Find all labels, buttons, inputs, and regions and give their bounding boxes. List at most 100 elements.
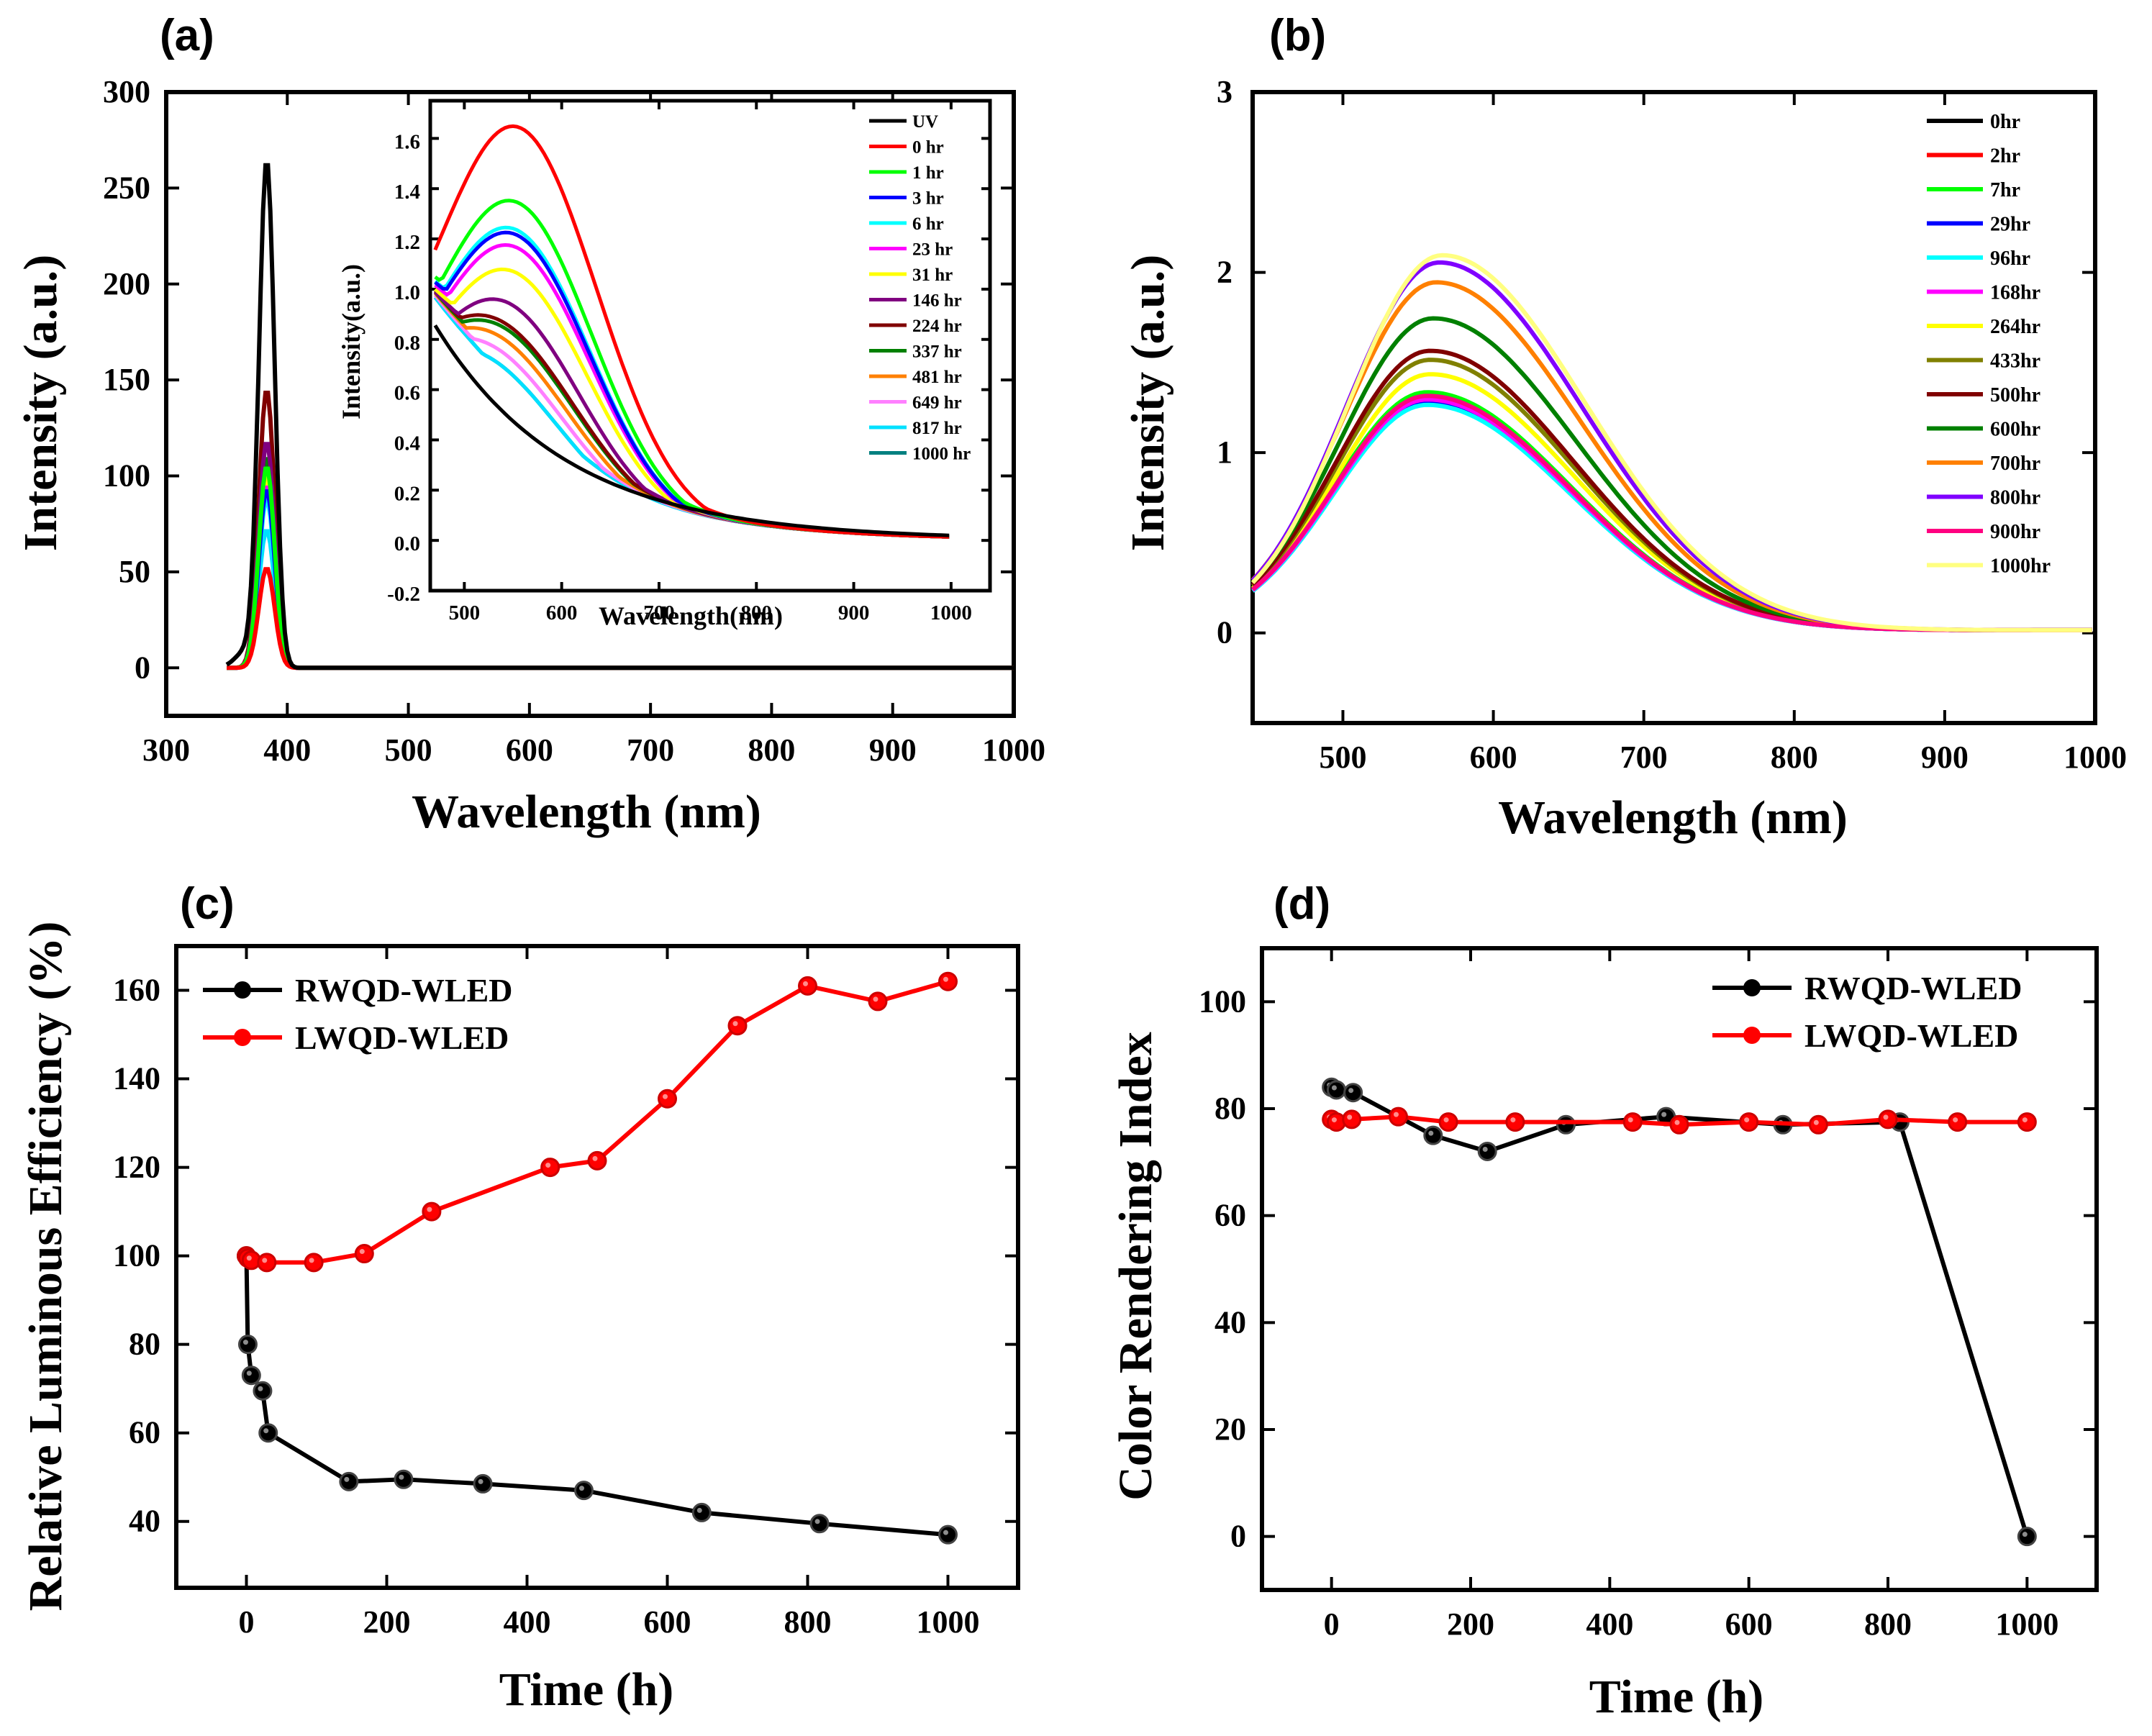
y-axis-title-d: Color Rendering Index (1109, 1032, 1162, 1501)
legend-label: 2hr (1990, 145, 2020, 168)
data-point-highlight (399, 1474, 404, 1480)
inset-tick-labels-a: 500 600 700 800 900 1000 -0.2 0.0 0.2 0.4 0.6 0.8 1.… (387, 130, 972, 624)
panel-b: (b) 500 600 700 800 900 1000 0 1 2 3 0hr 2hr 7hr 29h… (1122, 11, 2127, 844)
y-tick-label: 20 (1215, 1412, 1246, 1447)
data-point-highlight (1661, 1112, 1667, 1117)
data-point-highlight (258, 1386, 263, 1391)
data-point-highlight (246, 1371, 252, 1376)
data-point-LWQD-WLED (1878, 1109, 1898, 1130)
data-point-RWQD-WLED (394, 1469, 414, 1489)
y-tick-label: 150 (103, 362, 150, 397)
inset-legend-label: 1000 hr (912, 445, 971, 464)
data-point-highlight (803, 981, 808, 986)
legend-label: 800hr (1990, 487, 2040, 509)
data-point-RWQD-WLED (237, 1335, 258, 1355)
legend-label: 1000hr (1990, 555, 2051, 578)
data-point-highlight (2022, 1117, 2028, 1123)
inset-legend-label: 23 hr (912, 240, 953, 260)
panel-label-a: (a) (160, 11, 214, 60)
data-point-highlight (242, 1340, 248, 1345)
data-point-highlight (1347, 1114, 1353, 1120)
data-point-highlight (344, 1476, 350, 1482)
y-tick-label: 120 (113, 1150, 160, 1185)
y-tick-label: 0.8 (394, 332, 420, 355)
data-point-highlight (263, 1428, 269, 1434)
legend-label: 700hr (1990, 453, 2040, 475)
data-point-highlight (1813, 1119, 1819, 1125)
data-point-LWQD-WLED (1739, 1112, 1759, 1132)
data-point-LWQD-WLED (658, 1089, 677, 1109)
data-point-highlight (732, 1021, 738, 1027)
legend-label: 29hr (1990, 214, 2030, 236)
x-tick-label: 700 (627, 732, 674, 768)
x-tick-label: 900 (838, 601, 870, 624)
data-point-highlight (943, 1530, 948, 1535)
x-tick-label: 500 (1319, 740, 1366, 775)
legend-d: RWQD-WLED LWQD-WLED (1712, 970, 2022, 1054)
data-point-highlight (427, 1206, 432, 1212)
data-point-RWQD-WLED (473, 1473, 493, 1494)
legend-c: RWQD-WLED LWQD-WLED (203, 972, 513, 1056)
legend-label: 600hr (1990, 419, 2040, 441)
data-point-highlight (663, 1094, 668, 1099)
y-tick-label: 0.0 (394, 532, 420, 555)
x-tick-label: 500 (449, 601, 481, 624)
y-tick-label: 0.6 (394, 382, 420, 405)
data-point-LWQD-WLED (2017, 1112, 2037, 1132)
tick-labels-b: 500 600 700 800 900 1000 0 1 2 3 (1217, 74, 2127, 775)
data-point-highlight (1953, 1117, 1958, 1123)
data-point-highlight (1331, 1117, 1337, 1123)
inset-a: 500 600 700 800 900 1000 -0.2 0.0 0.2 0.4 0.6 0.8 1.… (337, 99, 992, 630)
y-tick-label: 100 (103, 458, 150, 494)
data-point-LWQD-WLED (540, 1158, 560, 1178)
data-point-RWQD-WLED (938, 1524, 958, 1545)
x-tick-label: 600 (506, 732, 553, 768)
tick-labels-a: 300 400 500 600 700 800 900 1000 0 50 100 150 200 250… (103, 74, 1045, 768)
panel-label-c: (c) (180, 879, 235, 929)
data-point-LWQD-WLED (1669, 1114, 1689, 1135)
y-tick-label: 1.2 (394, 231, 420, 254)
legend-b: 0hr 2hr 7hr 29hr 96hr 168hr 264hr 433hr 500hr 600… (1927, 111, 2051, 578)
series-line-264hr (1251, 372, 2092, 632)
legend-label: 264hr (1990, 316, 2040, 338)
data-point-highlight (1674, 1119, 1680, 1125)
data-point-highlight (262, 1258, 268, 1263)
inset-legend-label: 0 hr (912, 138, 944, 158)
x-axis-title-d: Time (h) (1589, 1671, 1764, 1723)
data-point-LWQD-WLED (1438, 1112, 1458, 1132)
x-axis-title-b: Wavelength (nm) (1498, 791, 1848, 844)
x-tick-label: 1000 (1995, 1607, 2058, 1642)
y-tick-label: 0 (135, 650, 150, 685)
data-point-LWQD-WLED (868, 991, 888, 1012)
x-tick-label: 900 (869, 732, 917, 768)
x-tick-label: 700 (643, 601, 675, 624)
data-point-RWQD-WLED (253, 1381, 273, 1401)
legend-label: 168hr (1990, 282, 2040, 304)
x-tick-label: 1000 (917, 1604, 980, 1640)
x-tick-label: 400 (1586, 1607, 1633, 1642)
tick-labels-c: 0 200 400 600 800 1000 40 60 80 100 120 140 160 (113, 973, 980, 1640)
legend-label: 900hr (1990, 521, 2040, 543)
series-line-29hr (1251, 401, 2092, 632)
x-tick-label: 700 (1620, 740, 1668, 775)
y-tick-label: 3 (1217, 74, 1232, 109)
axis-ticks-c (176, 946, 1018, 1588)
data-point-LWQD-WLED (354, 1244, 374, 1264)
series-group-b (1250, 253, 2092, 632)
legend-label: 7hr (1990, 179, 2020, 201)
plot-frame-c (174, 944, 1020, 1590)
x-tick-label: 0 (1324, 1607, 1340, 1642)
x-tick-label: 1000 (930, 601, 972, 624)
data-point-RWQD-WLED (241, 1365, 261, 1386)
data-point-highlight (873, 996, 878, 1002)
series-group-c (237, 971, 958, 1545)
data-point-LWQD-WLED (1948, 1112, 1968, 1132)
y-tick-label: 0.4 (394, 432, 420, 455)
legend-label: 0hr (1990, 111, 2020, 133)
data-point-highlight (696, 1507, 702, 1513)
panel-label-b: (b) (1269, 11, 1326, 60)
data-point-LWQD-WLED (257, 1253, 277, 1273)
inset-legend-label: 481 hr (912, 368, 962, 387)
x-tick-label: 800 (748, 732, 795, 768)
